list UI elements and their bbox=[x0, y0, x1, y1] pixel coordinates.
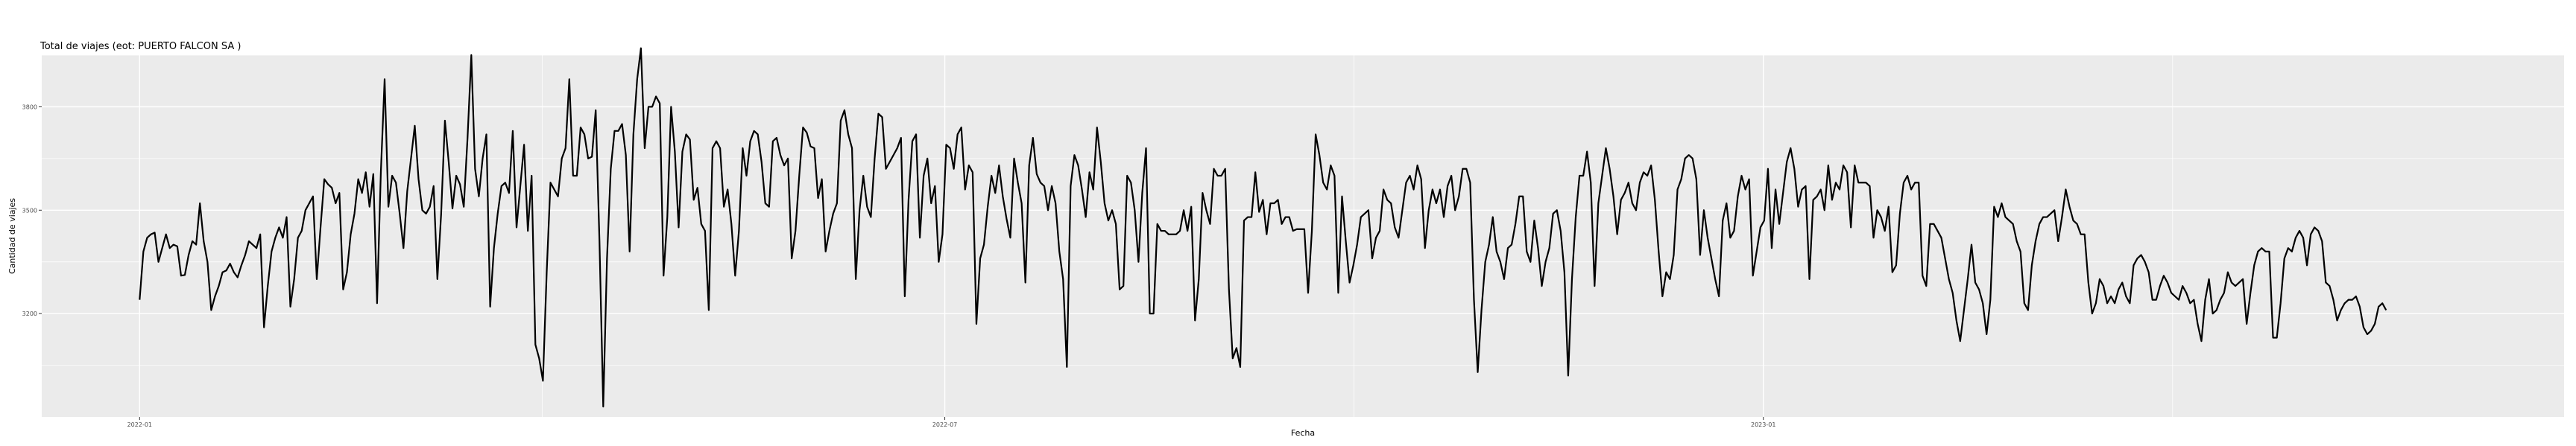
chart-title: Total de viajes (eot: PUERTO FALCON SA ) bbox=[40, 41, 241, 52]
x-axis: 2022-01 2022-07 2023-01 bbox=[127, 417, 1775, 428]
x-tick-label: 2022-01 bbox=[127, 421, 152, 428]
y-tick-label: 3500 bbox=[22, 207, 37, 214]
y-tick-label: 3800 bbox=[22, 103, 37, 110]
grid-lines bbox=[42, 54, 2564, 417]
y-axis-label: Cantidad de viajes bbox=[7, 198, 17, 274]
x-axis-label: Fecha bbox=[1291, 428, 1315, 438]
plot-panel bbox=[42, 55, 2564, 417]
y-tick-label: 3200 bbox=[22, 310, 37, 317]
x-tick-label: 2023-01 bbox=[1751, 421, 1775, 428]
series-line bbox=[139, 47, 2387, 408]
y-axis: 3200 3500 3800 bbox=[22, 103, 42, 317]
x-tick-label: 2022-07 bbox=[932, 421, 957, 428]
